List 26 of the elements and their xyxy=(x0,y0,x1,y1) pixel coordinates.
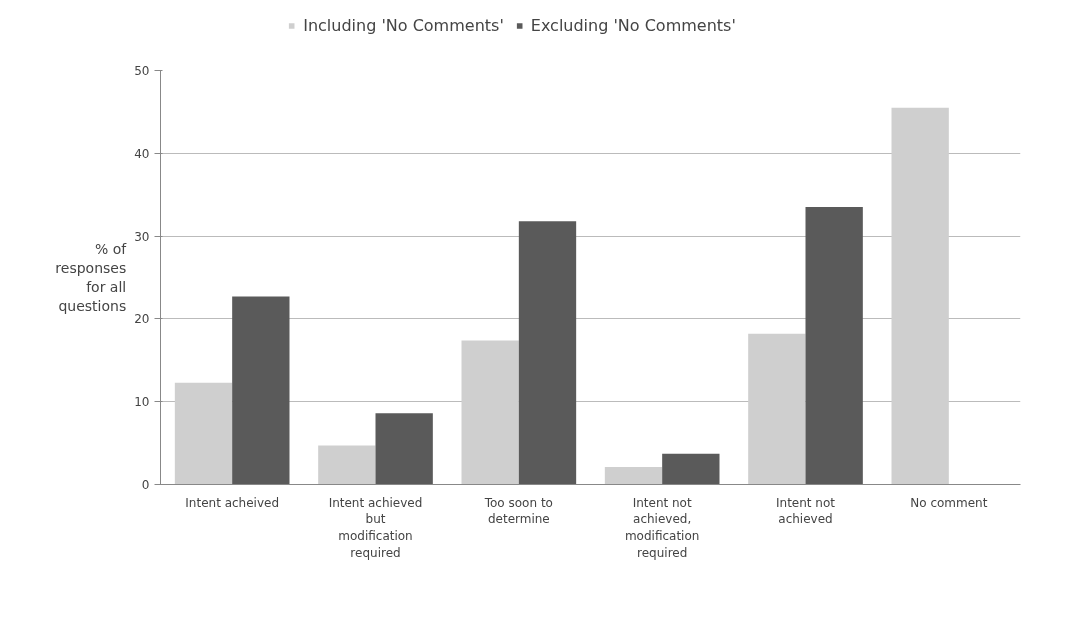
y-tick-label: 10 xyxy=(134,395,150,410)
x-tick-label: Intent achieved but modification required xyxy=(328,495,423,560)
y-tick-label: 40 xyxy=(134,146,150,161)
y-axis-title: % of responses for all questions xyxy=(55,240,128,315)
bar xyxy=(518,221,577,485)
x-tick-label: Intent not achieved, modification required xyxy=(624,495,700,560)
bar xyxy=(805,207,863,485)
x-tick-label: Intent acheived xyxy=(185,495,280,510)
bar xyxy=(891,107,949,485)
bar xyxy=(318,445,376,485)
bar xyxy=(174,382,233,485)
x-tick-label: No comment xyxy=(910,495,988,510)
y-tick-label: 0 xyxy=(141,478,150,492)
bar xyxy=(662,453,720,485)
bar xyxy=(461,340,519,485)
y-tick-label: 20 xyxy=(134,312,150,327)
y-tick-label: 50 xyxy=(134,64,150,78)
y-tick-label: 30 xyxy=(134,229,150,244)
bar xyxy=(748,333,806,485)
x-tick-label: Too soon to determine xyxy=(483,495,553,527)
bar xyxy=(375,413,433,485)
x-tick-label: Intent not achieved xyxy=(776,495,836,527)
bar xyxy=(604,467,663,485)
legend-label: Including 'No Comments' xyxy=(303,15,504,35)
bar xyxy=(232,296,290,485)
legend-label: Excluding 'No Comments' xyxy=(530,15,736,35)
